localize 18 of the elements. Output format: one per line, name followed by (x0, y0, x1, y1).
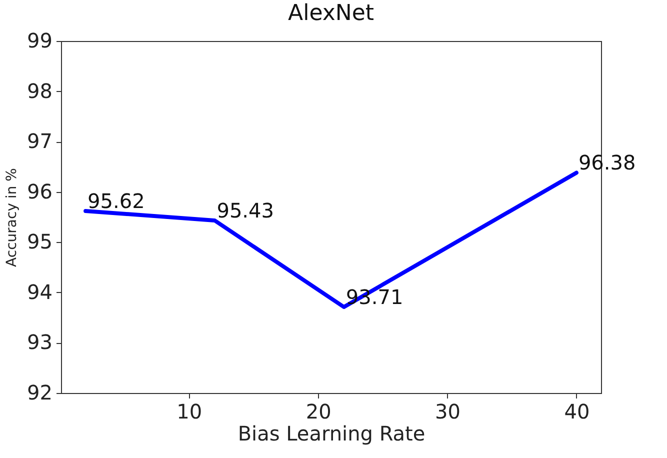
x-tick-label: 20 (306, 400, 332, 424)
chart-title: AlexNet (288, 1, 374, 26)
y-tick-label: 96 (27, 179, 52, 204)
x-tick-label: 30 (435, 400, 460, 424)
y-tick-label: 95 (27, 230, 52, 254)
y-tick-label: 98 (27, 78, 52, 103)
y-tick-label: 97 (27, 129, 52, 154)
line-series (84, 170, 578, 310)
y-tick-label: 92 (27, 380, 52, 404)
data-label: 95.62 (88, 188, 145, 213)
x-tick-label: 10 (176, 400, 202, 424)
x-axis-title: Bias Learning Rate (238, 422, 426, 446)
y-tick-label: 93 (27, 330, 52, 354)
y-axis-title: Accuracy in % (4, 168, 20, 267)
y-tick-label: 99 (27, 28, 52, 52)
data-label: 95.43 (216, 198, 274, 223)
x-tick-label: 40 (564, 400, 590, 424)
y-tick-label: 94 (27, 280, 52, 304)
